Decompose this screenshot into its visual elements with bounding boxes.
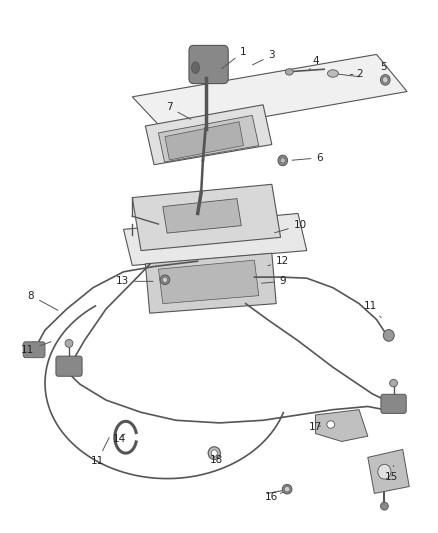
Polygon shape: [315, 410, 367, 441]
Text: 13: 13: [116, 276, 153, 286]
Text: 2: 2: [350, 69, 362, 79]
Ellipse shape: [277, 155, 287, 166]
Ellipse shape: [382, 329, 393, 341]
Polygon shape: [162, 199, 241, 233]
Text: 3: 3: [252, 51, 275, 65]
Polygon shape: [367, 449, 408, 494]
Ellipse shape: [282, 484, 291, 494]
Text: 12: 12: [267, 256, 289, 266]
Ellipse shape: [28, 342, 41, 356]
Text: 9: 9: [261, 276, 286, 286]
Text: 18: 18: [209, 455, 222, 465]
Ellipse shape: [380, 502, 388, 510]
Ellipse shape: [279, 158, 285, 163]
Text: 6: 6: [291, 153, 322, 163]
Ellipse shape: [285, 69, 293, 75]
Polygon shape: [132, 184, 280, 251]
Ellipse shape: [389, 379, 396, 387]
Text: 4: 4: [308, 56, 318, 70]
Polygon shape: [145, 253, 276, 313]
Ellipse shape: [162, 277, 167, 282]
Ellipse shape: [211, 450, 217, 456]
FancyBboxPatch shape: [23, 342, 45, 358]
Polygon shape: [123, 214, 306, 265]
Text: 16: 16: [264, 492, 282, 502]
Text: 11: 11: [363, 301, 380, 318]
Polygon shape: [132, 54, 406, 134]
Ellipse shape: [160, 275, 170, 285]
Text: 14: 14: [112, 434, 126, 444]
Ellipse shape: [381, 77, 387, 83]
Ellipse shape: [65, 340, 73, 348]
Text: 1: 1: [221, 47, 246, 69]
Polygon shape: [158, 115, 258, 162]
Ellipse shape: [377, 464, 390, 479]
FancyBboxPatch shape: [188, 45, 228, 84]
Polygon shape: [165, 122, 243, 160]
Ellipse shape: [284, 487, 289, 492]
Text: 5: 5: [379, 62, 389, 78]
Polygon shape: [158, 260, 258, 304]
Polygon shape: [145, 105, 271, 165]
Ellipse shape: [326, 421, 334, 428]
Ellipse shape: [327, 70, 338, 77]
Ellipse shape: [208, 447, 220, 459]
Text: 11: 11: [91, 438, 109, 466]
Text: 7: 7: [166, 102, 191, 119]
Ellipse shape: [191, 62, 199, 74]
Text: 8: 8: [28, 290, 58, 310]
Text: 11: 11: [21, 342, 51, 356]
FancyBboxPatch shape: [380, 394, 405, 414]
FancyBboxPatch shape: [56, 356, 82, 376]
Text: 17: 17: [308, 422, 321, 432]
Text: 15: 15: [384, 465, 398, 482]
Text: 10: 10: [274, 220, 306, 233]
Ellipse shape: [380, 75, 389, 85]
